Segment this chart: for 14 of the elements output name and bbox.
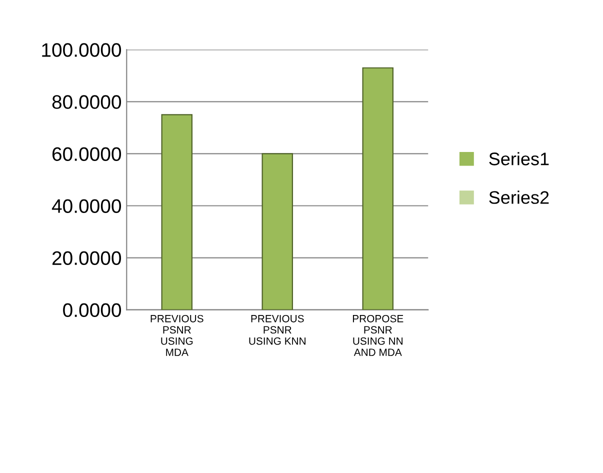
bar: [262, 153, 294, 310]
x-tick-label: PREVIOUS PSNR USING KNN: [249, 314, 306, 345]
x-tick-label: PREVIOUS PSNR USING MDA: [150, 314, 204, 356]
y-tick-label: 40.0000: [52, 199, 122, 213]
bar: [161, 114, 193, 310]
y-tick-label: 60.0000: [52, 147, 122, 161]
y-tick-label: 80.0000: [52, 95, 122, 109]
y-tick-label: 0.0000: [63, 303, 122, 318]
y-tick-label: 100.0000: [42, 43, 122, 57]
bar: [362, 67, 394, 310]
legend-label: Series1: [489, 152, 549, 166]
y-tick-label: 20.0000: [52, 251, 122, 266]
x-tick-label: PROPOSE PSNR USING NN AND MDA: [352, 314, 404, 356]
legend-label: Series2: [489, 190, 549, 204]
